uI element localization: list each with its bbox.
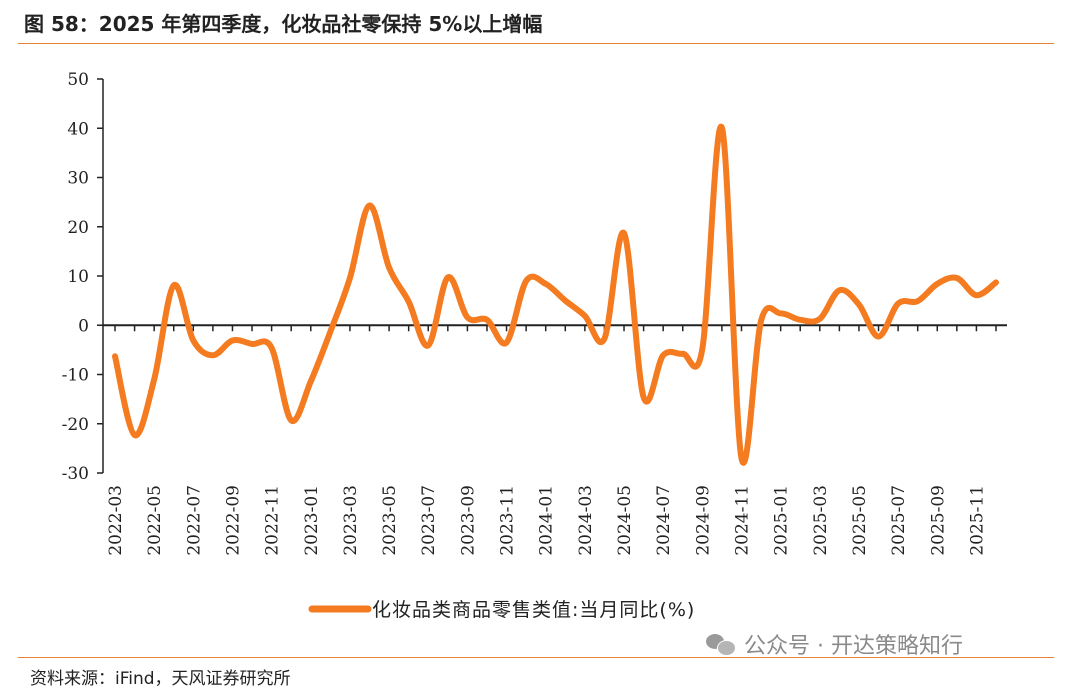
data-point <box>525 280 527 282</box>
data-point <box>877 335 880 338</box>
data-point <box>956 277 958 279</box>
wechat-icon <box>706 632 736 656</box>
data-point <box>192 339 195 342</box>
data-point <box>721 126 723 129</box>
x-tick-label: 2025-03 <box>811 485 831 556</box>
y-tick-label: 10 <box>67 267 89 287</box>
data-point <box>133 434 136 436</box>
x-axis: 2022-03 2022-05 2022-07 2022-09 2022-11 2023-… <box>103 324 1007 556</box>
data-point <box>114 355 116 358</box>
y-tick-label: 20 <box>67 218 89 238</box>
x-tick-label: 2022-03 <box>106 485 126 556</box>
y-tick-label: 40 <box>67 119 89 139</box>
data-point <box>936 283 939 285</box>
x-tick-label: 2024-03 <box>576 485 596 556</box>
data-point <box>858 303 860 306</box>
data-point <box>212 354 214 357</box>
footer-divider <box>18 657 1054 658</box>
legend: 化妆品类商品零售类值:当月同比(%) <box>308 599 695 621</box>
data-point <box>388 266 390 269</box>
source-note: 资料来源：iFind，天风证券研究所 <box>30 669 291 689</box>
x-tick-label: 2023-07 <box>419 485 439 556</box>
data-point <box>427 344 430 347</box>
data-point <box>466 316 469 319</box>
x-tick-label: 2023-01 <box>302 485 322 556</box>
y-tick-label: 50 <box>67 70 89 90</box>
data-point <box>681 353 684 355</box>
data-point <box>838 289 841 292</box>
data-point <box>916 300 919 302</box>
y-tick-label: 30 <box>67 169 89 189</box>
x-tick-label: 2024-01 <box>537 485 557 556</box>
watermark-text: 公众号 · 开达策略知行 <box>744 634 963 659</box>
y-tick-label: -10 <box>62 366 89 386</box>
data-point <box>368 204 371 207</box>
data-point <box>447 276 449 279</box>
data-point <box>897 302 899 305</box>
data-point <box>642 396 645 398</box>
x-tick-label: 2025-07 <box>889 485 909 556</box>
data-point <box>407 300 410 303</box>
x-tick-label: 2023-05 <box>380 485 400 556</box>
data-point <box>819 318 821 320</box>
x-tick-label: 2025-01 <box>772 485 792 556</box>
x-tick-label: 2023-09 <box>458 485 478 556</box>
data-point <box>290 419 293 422</box>
data-point <box>309 380 312 383</box>
x-tick-label: 2024-05 <box>615 485 635 556</box>
data-point <box>349 277 351 279</box>
data-point <box>153 378 155 381</box>
data-point <box>486 319 488 321</box>
x-tick-label: 2025-05 <box>850 485 870 556</box>
data-point <box>760 320 762 322</box>
y-axis: -30 -20 -10 0 10 20 30 40 50 <box>62 70 104 484</box>
data-point <box>231 339 234 342</box>
data-point <box>701 348 704 350</box>
legend-label: 化妆品类商品零售类值:当月同比(%) <box>372 599 695 621</box>
data-point <box>505 341 508 344</box>
x-tick-label: 2022-11 <box>263 485 283 556</box>
x-tick-label: 2024-09 <box>693 485 713 556</box>
x-tick-label: 2025-11 <box>967 485 987 556</box>
data-point <box>172 284 175 287</box>
series-group <box>112 123 999 466</box>
data-point <box>584 315 586 317</box>
data-point <box>662 354 664 357</box>
x-tick-label: 2024-07 <box>654 485 674 556</box>
y-tick-label: -20 <box>62 415 89 435</box>
x-tick-label: 2024-11 <box>732 485 752 556</box>
y-tick-label: 0 <box>78 316 89 336</box>
data-point <box>779 312 782 315</box>
data-point <box>270 347 273 349</box>
data-point <box>329 330 332 333</box>
data-point <box>995 281 997 284</box>
header-divider <box>18 43 1054 44</box>
x-tick-label: 2022-05 <box>145 485 165 556</box>
y-tick-label: -30 <box>62 464 89 484</box>
series-line <box>112 123 999 466</box>
data-point <box>603 337 606 340</box>
x-tick-label: 2022-09 <box>223 485 243 556</box>
data-point <box>975 294 978 297</box>
figure-title: 图 58：2025 年第四季度，化妆品社零保持 5%以上增幅 <box>24 12 543 36</box>
data-point <box>251 343 253 345</box>
x-tick-label: 2023-11 <box>498 485 518 556</box>
data-point <box>564 299 567 302</box>
data-point <box>623 232 625 234</box>
data-point <box>740 457 743 460</box>
x-tick-label: 2025-09 <box>928 485 948 556</box>
data-point <box>544 283 547 285</box>
x-tick-label: 2022-07 <box>184 485 204 556</box>
x-tick-label: 2023-03 <box>341 485 361 556</box>
data-point <box>799 319 802 321</box>
watermark: 公众号 · 开达策略知行 <box>706 628 963 660</box>
